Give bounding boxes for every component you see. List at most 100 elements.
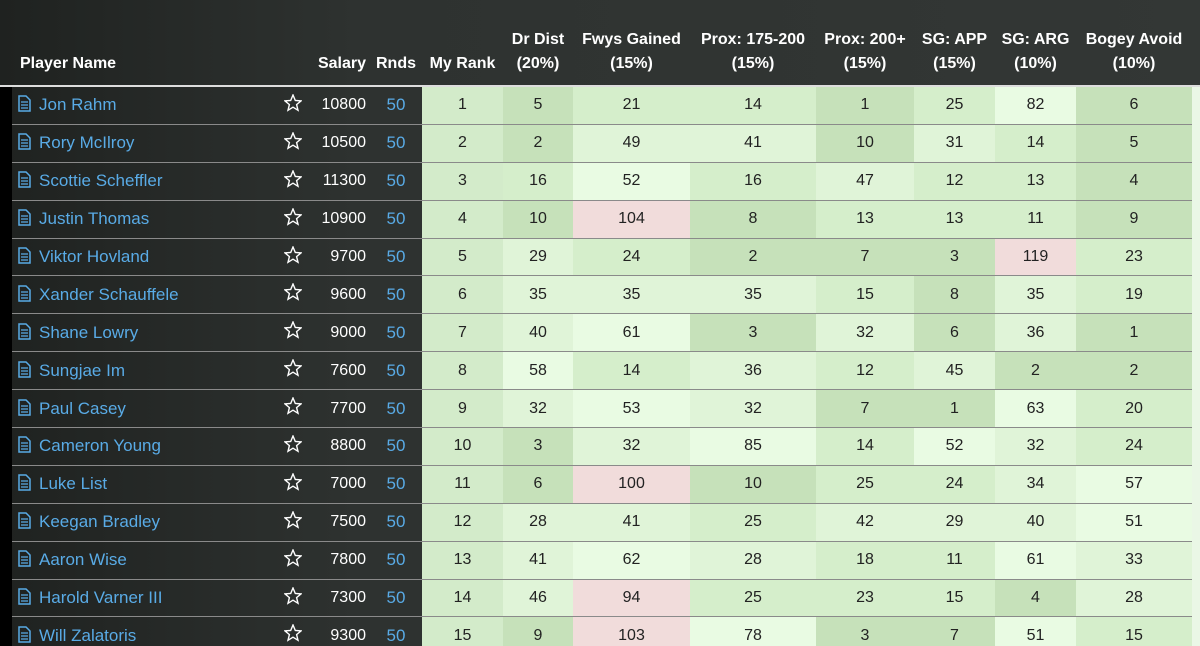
doc-icon[interactable]: [18, 436, 31, 454]
row-strip: [1192, 389, 1200, 428]
star-icon[interactable]: [282, 206, 303, 226]
stat-cell: 13: [816, 200, 914, 239]
row-edge: [0, 86, 12, 125]
rounds[interactable]: 50: [370, 162, 422, 201]
star-icon[interactable]: [282, 585, 303, 605]
rounds[interactable]: 50: [370, 200, 422, 239]
player-link[interactable]: Rory McIlroy: [39, 133, 135, 153]
star-icon[interactable]: [282, 396, 303, 415]
row-strip: [1192, 351, 1200, 390]
doc-icon[interactable]: [18, 398, 31, 416]
rounds[interactable]: 50: [370, 465, 422, 504]
player-link[interactable]: Scottie Scheffler: [39, 171, 163, 191]
player-link[interactable]: Xander Schauffele: [39, 284, 179, 304]
stat-cell: 15: [914, 579, 995, 618]
stat-cell: 13: [995, 162, 1076, 201]
salary: 9300: [310, 616, 370, 646]
player-cell: Luke List: [12, 465, 275, 504]
doc-icon[interactable]: [18, 550, 31, 567]
rounds[interactable]: 50: [370, 238, 422, 277]
rounds[interactable]: 50: [370, 313, 422, 353]
stat-cell: 1: [422, 86, 503, 125]
star-icon[interactable]: [282, 358, 303, 377]
doc-icon[interactable]: [18, 95, 31, 113]
rounds[interactable]: 50: [370, 351, 422, 391]
star-icon[interactable]: [282, 244, 303, 264]
player-link[interactable]: Justin Thomas: [39, 209, 150, 229]
row-edge: [0, 124, 12, 163]
rounds[interactable]: 50: [370, 541, 422, 580]
player-link[interactable]: Jon Rahm: [39, 95, 117, 115]
star-icon[interactable]: [282, 93, 303, 112]
player-link[interactable]: Cameron Young: [39, 436, 161, 456]
doc-icon[interactable]: [18, 285, 31, 302]
star-icon[interactable]: [282, 472, 303, 491]
star-icon[interactable]: [282, 547, 303, 567]
doc-icon[interactable]: [18, 209, 31, 226]
player-link[interactable]: Viktor Hovland: [39, 247, 150, 266]
star-icon[interactable]: [282, 320, 303, 340]
rounds[interactable]: 50: [370, 427, 422, 466]
favorite-cell: [275, 351, 310, 391]
star-icon[interactable]: [282, 623, 303, 643]
rounds[interactable]: 50: [370, 389, 422, 429]
player-row: Sungjae Im 7600 50 8 58 14 36 12 45 2 2: [0, 351, 1200, 391]
rounds[interactable]: 50: [370, 616, 422, 646]
header-line: Player Name: [20, 55, 117, 72]
rounds[interactable]: 50: [370, 503, 422, 542]
favorite-cell: [275, 427, 310, 466]
column-header: Bogey Avoid (10%): [1076, 0, 1192, 87]
salary: 9000: [310, 313, 370, 353]
star-icon[interactable]: [282, 434, 303, 453]
header-line: (15%): [933, 55, 976, 72]
player-link[interactable]: Luke List: [39, 474, 108, 494]
stat-cell: 103: [573, 616, 690, 646]
doc-icon[interactable]: [18, 133, 31, 151]
header-line: (15%): [610, 55, 653, 72]
player-cell: Paul Casey: [12, 389, 275, 429]
player-link[interactable]: Aaron Wise: [39, 550, 127, 570]
stat-cell: 11: [995, 200, 1076, 239]
rounds[interactable]: 50: [370, 124, 422, 163]
header-line: Prox: 175-200: [700, 31, 806, 48]
player-link[interactable]: Harold Varner III: [39, 588, 163, 608]
player-row: Luke List 7000 50 11 6 100 10 25 24 34 57: [0, 465, 1200, 504]
player-link[interactable]: Paul Casey: [39, 398, 126, 418]
row-strip: [1192, 313, 1200, 352]
rounds[interactable]: 50: [370, 86, 422, 125]
column-header: Prox: 175-200 (15%): [690, 0, 816, 87]
stat-cell: 14: [573, 351, 690, 391]
player-row: Shane Lowry 9000 50 7 40 61 3 32 6 36 1: [0, 313, 1200, 353]
stat-cell: 45: [914, 351, 995, 391]
stat-cell: 34: [995, 465, 1076, 504]
star-icon[interactable]: [282, 282, 303, 302]
doc-icon[interactable]: [18, 360, 31, 378]
star-icon[interactable]: [282, 509, 303, 529]
player-link[interactable]: Sungjae Im: [39, 360, 125, 380]
doc-icon[interactable]: [18, 474, 31, 492]
stat-cell: 4: [995, 579, 1076, 618]
player-cell: Rory McIlroy: [12, 124, 275, 163]
doc-icon[interactable]: [18, 626, 31, 643]
star-icon[interactable]: [282, 168, 303, 188]
stat-cell: 25: [914, 86, 995, 125]
stat-cell: 14: [422, 579, 503, 618]
rounds[interactable]: 50: [370, 579, 422, 618]
row-strip: [1192, 503, 1200, 542]
favorite-cell: [275, 541, 310, 580]
stat-cell: 3: [690, 313, 816, 353]
star-icon[interactable]: [282, 131, 303, 150]
doc-icon[interactable]: [18, 588, 31, 605]
doc-icon[interactable]: [18, 171, 31, 188]
doc-icon[interactable]: [18, 323, 31, 340]
doc-icon[interactable]: [18, 247, 31, 264]
player-row: Harold Varner III 7300 50 14 46 94 25 23 15 4 28: [0, 579, 1200, 618]
player-cell: Scottie Scheffler: [12, 162, 275, 201]
player-link[interactable]: Keegan Bradley: [39, 512, 160, 532]
doc-icon[interactable]: [18, 512, 31, 529]
player-link[interactable]: Shane Lowry: [39, 322, 139, 342]
row-edge: [0, 275, 12, 314]
rounds[interactable]: 50: [370, 275, 422, 315]
player-link[interactable]: Will Zalatoris: [39, 625, 137, 645]
